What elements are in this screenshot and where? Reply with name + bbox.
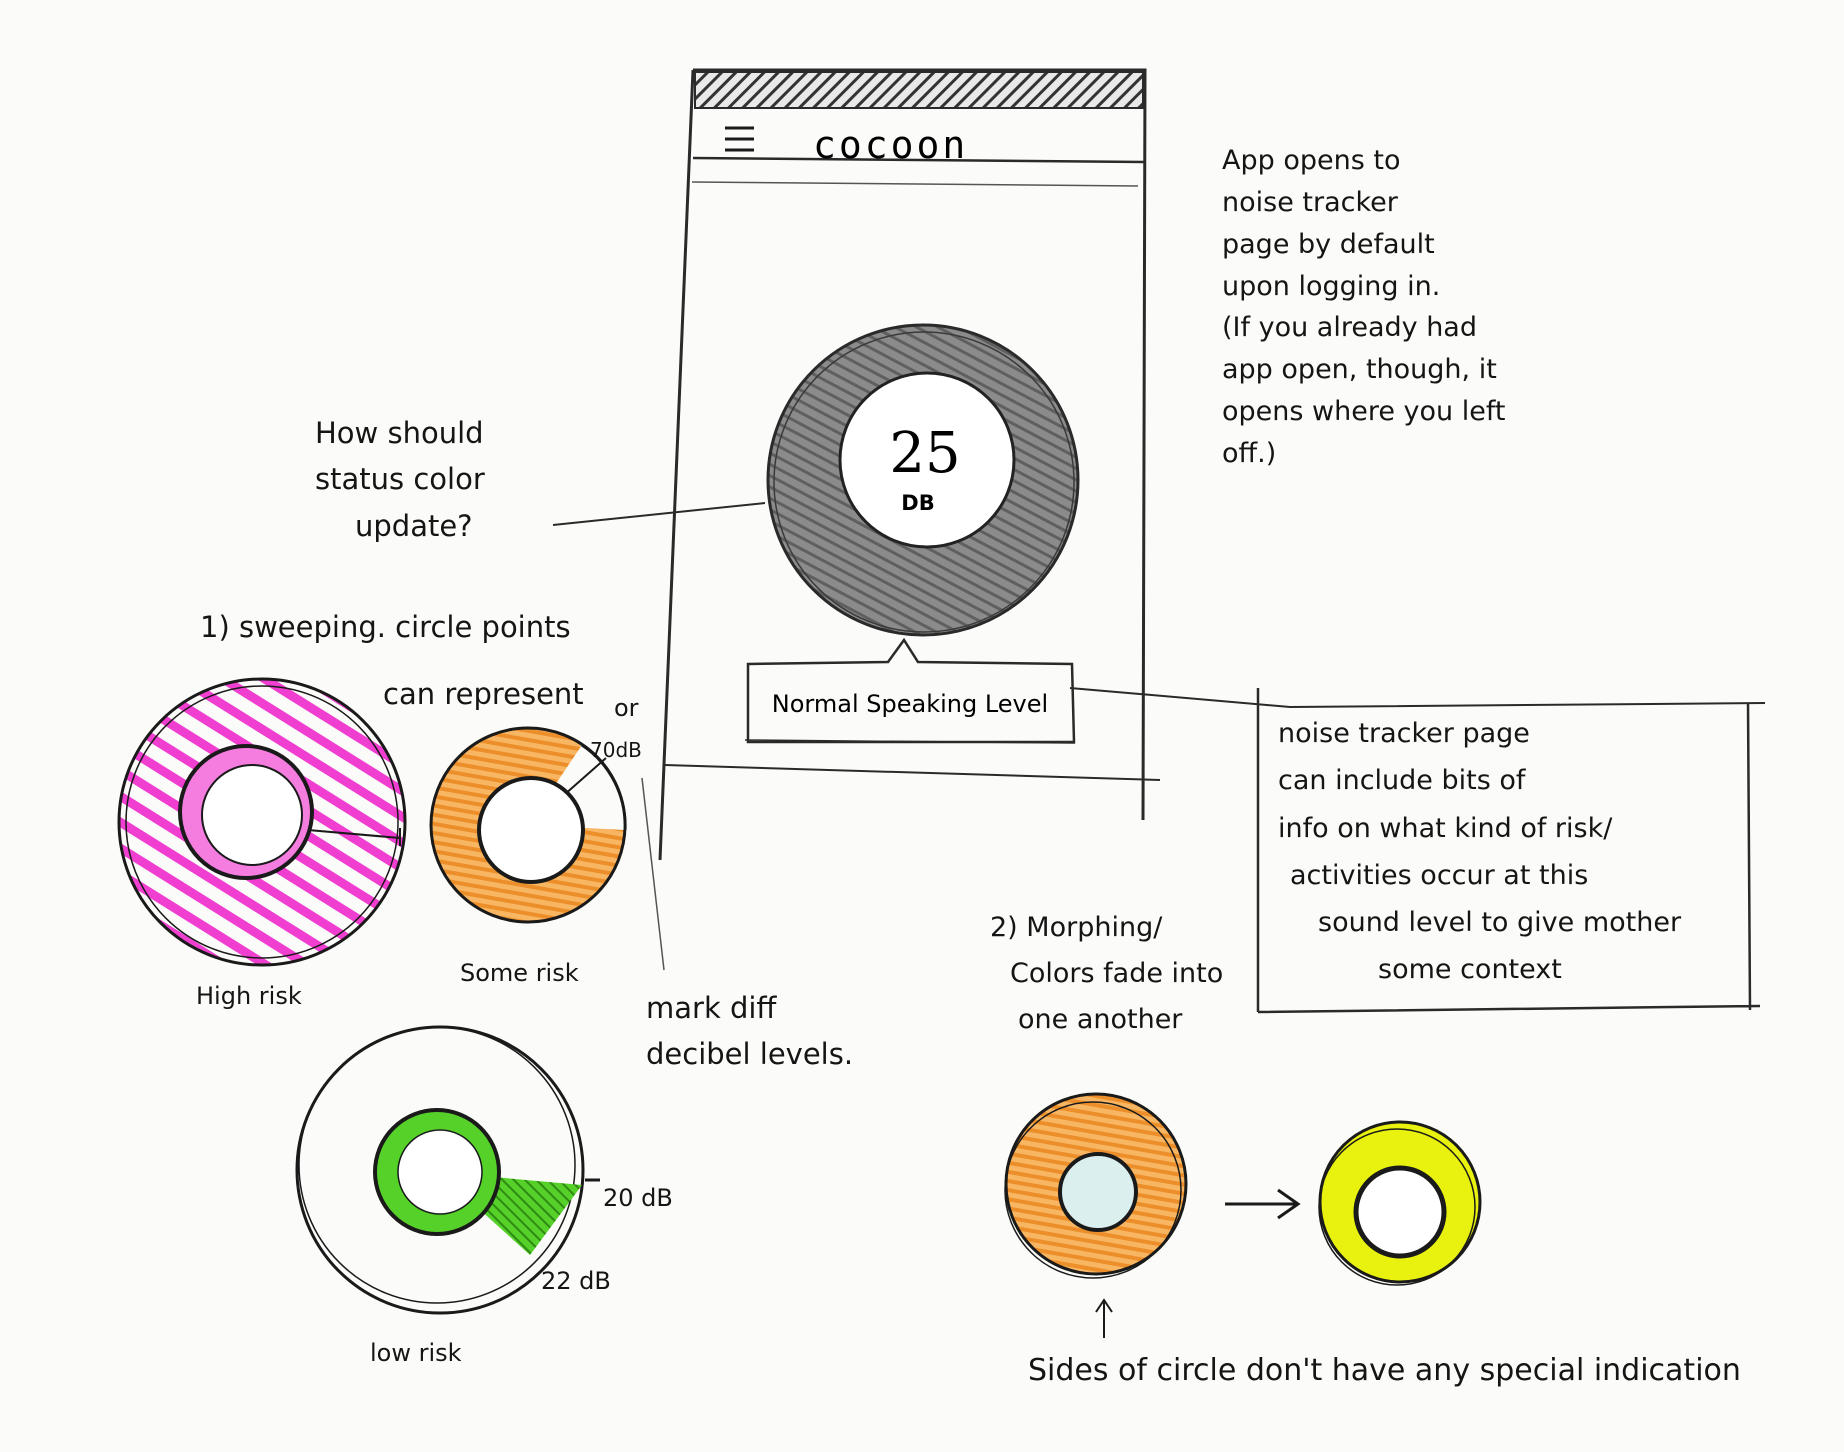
- some-risk-label: Some risk: [460, 959, 579, 987]
- mark-connector: [664, 764, 1161, 781]
- phone-left-edge: [658, 69, 695, 861]
- db-value: 25: [889, 421, 960, 486]
- morph-yellow-dial: [1318, 1120, 1482, 1286]
- app-opens-note: App opens to noise tracker page by defau…: [1222, 145, 1506, 469]
- status-color-question: How should status color update?: [315, 416, 485, 543]
- noise-box-connector: [1069, 687, 1766, 709]
- status-label-callout: Normal Speaking Level: [744, 637, 1076, 744]
- morph-arrow: [1225, 1188, 1301, 1220]
- db-unit: DB: [901, 491, 934, 515]
- morphing-note: 2) Morphing/ Colors fade into one anothe…: [990, 912, 1224, 1035]
- low-risk-label: low risk: [370, 1339, 462, 1367]
- sweeping-note: 1) sweeping. circle points: [200, 610, 571, 644]
- can-represent-note: can represent: [383, 677, 584, 711]
- noise-box-frame: [1256, 688, 1761, 1014]
- low-risk-dial: [295, 1025, 600, 1315]
- or-note: or: [614, 694, 639, 722]
- sides-note: Sides of circle don't have any special i…: [1028, 1353, 1741, 1388]
- low-mark-22: 22 dB: [541, 1267, 611, 1295]
- phone-wireframe: cocoon 25 DB Normal Speaking Level: [658, 68, 1147, 861]
- noise-tracker-note: noise tracker page can include bits of i…: [1278, 718, 1682, 986]
- morph-orange-dial: [1004, 1092, 1188, 1279]
- up-arrow: [1095, 1298, 1113, 1338]
- noise-level-dial: 25 DB: [766, 323, 1080, 637]
- mark-levels-note: mark diff decibel levels.: [646, 991, 854, 1072]
- high-risk-label: High risk: [196, 982, 302, 1010]
- some-risk-mark: 70dB: [590, 738, 642, 762]
- menu-icon[interactable]: [725, 126, 754, 152]
- high-risk-dial: [117, 677, 407, 967]
- header-divider: [692, 156, 1147, 164]
- some-risk-dial: [429, 726, 627, 924]
- phone-right-edge: [693, 68, 1147, 821]
- app-title: cocoon: [813, 123, 968, 167]
- status-label: Normal Speaking Level: [772, 690, 1048, 718]
- question-connector: [552, 502, 766, 526]
- low-mark-20: 20 dB: [603, 1184, 673, 1212]
- status-bar: [694, 71, 1144, 109]
